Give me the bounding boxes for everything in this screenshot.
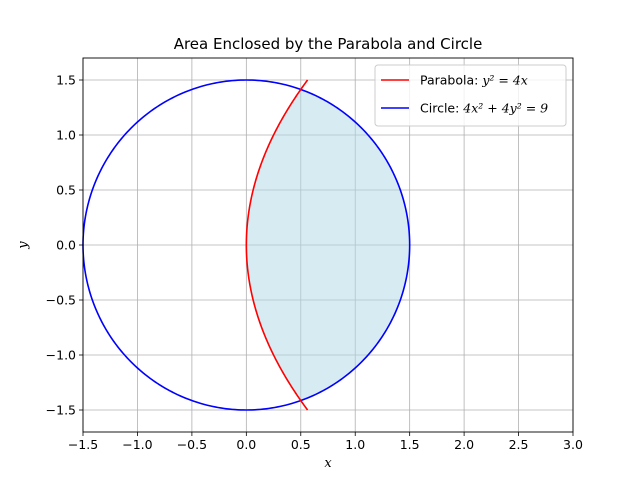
y-tick-label: 1.5 [56,73,76,88]
x-tick-label: −1.5 [68,437,98,452]
y-axis-label: y [16,241,31,250]
parabola-series-line [245,79,309,411]
x-tick-label: 2.5 [509,437,529,452]
x-tick-label: 3.0 [563,437,583,452]
y-tick-label: −1.5 [46,403,76,418]
legend-box [374,64,567,127]
legend-label-parabola: Parabola: [420,73,482,88]
legend-label-circle: Circle: [420,101,463,116]
y-tick-label: 0.0 [56,238,76,253]
x-tick-label: 0.5 [291,437,311,452]
chart-title: Area Enclosed by the Parabola and Circle [174,35,483,53]
legend-entry-parabola: Parabola: y² = 4x [420,73,528,88]
legend-equation-circle: 4x² + 4y² = 9 [462,101,548,116]
x-tick-label: −0.5 [177,437,207,452]
axis-ticks: −1.5 −1.0 −0.5 0.0 0.5 1.0 1.5 2.0 2.5 3.0 −1.5 −1.… [46,73,583,453]
x-tick-label: 0.0 [236,437,256,452]
y-tick-label: −1.0 [46,348,76,363]
x-tick-label: 1.5 [400,437,420,452]
x-tick-label: −1.0 [122,437,152,452]
shaded-region [246,89,410,401]
x-axis-label: x [324,456,332,471]
x-tick-label: 2.0 [454,437,474,452]
x-tick-label: 1.0 [345,437,365,452]
y-tick-label: 0.5 [56,183,76,198]
legend-equation-parabola: y² = 4x [481,73,528,88]
y-tick-label: 1.0 [56,128,76,143]
y-tick-label: −0.5 [46,293,76,308]
legend: Parabola: y² = 4x Circle: 4x² + 4y² = 9 [374,64,567,127]
legend-entry-circle: Circle: 4x² + 4y² = 9 [420,101,548,116]
